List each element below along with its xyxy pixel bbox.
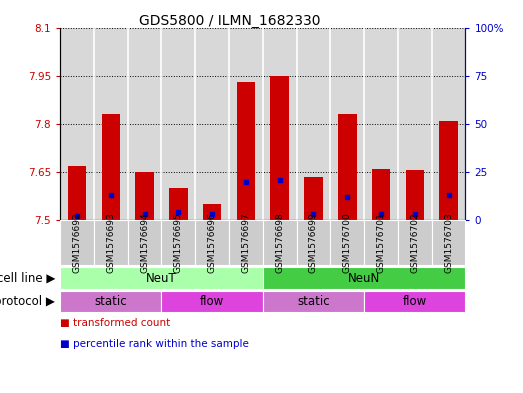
Text: ■ transformed count: ■ transformed count: [60, 318, 170, 328]
Text: GSM1576696: GSM1576696: [208, 212, 217, 273]
Bar: [68, 165, 86, 220]
Bar: [338, 114, 357, 220]
Text: static: static: [297, 295, 330, 308]
Text: NeuT: NeuT: [146, 272, 177, 285]
Bar: [304, 177, 323, 220]
Text: GSM1576702: GSM1576702: [411, 212, 419, 273]
Text: GSM1576694: GSM1576694: [140, 212, 149, 273]
Text: static: static: [95, 295, 127, 308]
Bar: [203, 204, 221, 220]
Text: GSM1576698: GSM1576698: [275, 212, 284, 273]
Text: GSM1576692: GSM1576692: [73, 212, 82, 273]
Bar: [236, 82, 255, 220]
Text: ■ percentile rank within the sample: ■ percentile rank within the sample: [60, 339, 249, 349]
Text: flow: flow: [403, 295, 427, 308]
Text: GSM1576700: GSM1576700: [343, 212, 352, 273]
Bar: [372, 169, 390, 220]
Text: protocol ▶: protocol ▶: [0, 295, 55, 308]
Text: GSM1576697: GSM1576697: [242, 212, 251, 273]
Bar: [169, 188, 188, 220]
Text: GSM1576695: GSM1576695: [174, 212, 183, 273]
Text: GSM1576699: GSM1576699: [309, 212, 318, 273]
Text: GSM1576701: GSM1576701: [377, 212, 385, 273]
Text: GSM1576693: GSM1576693: [106, 212, 115, 273]
Text: flow: flow: [200, 295, 224, 308]
Text: NeuN: NeuN: [348, 272, 380, 285]
Bar: [135, 172, 154, 220]
Text: GDS5800 / ILMN_1682330: GDS5800 / ILMN_1682330: [139, 14, 321, 28]
Bar: [101, 114, 120, 220]
Bar: [439, 121, 458, 220]
Text: GSM1576703: GSM1576703: [444, 212, 453, 273]
Text: cell line ▶: cell line ▶: [0, 272, 55, 285]
Bar: [270, 75, 289, 220]
Bar: [405, 170, 424, 220]
